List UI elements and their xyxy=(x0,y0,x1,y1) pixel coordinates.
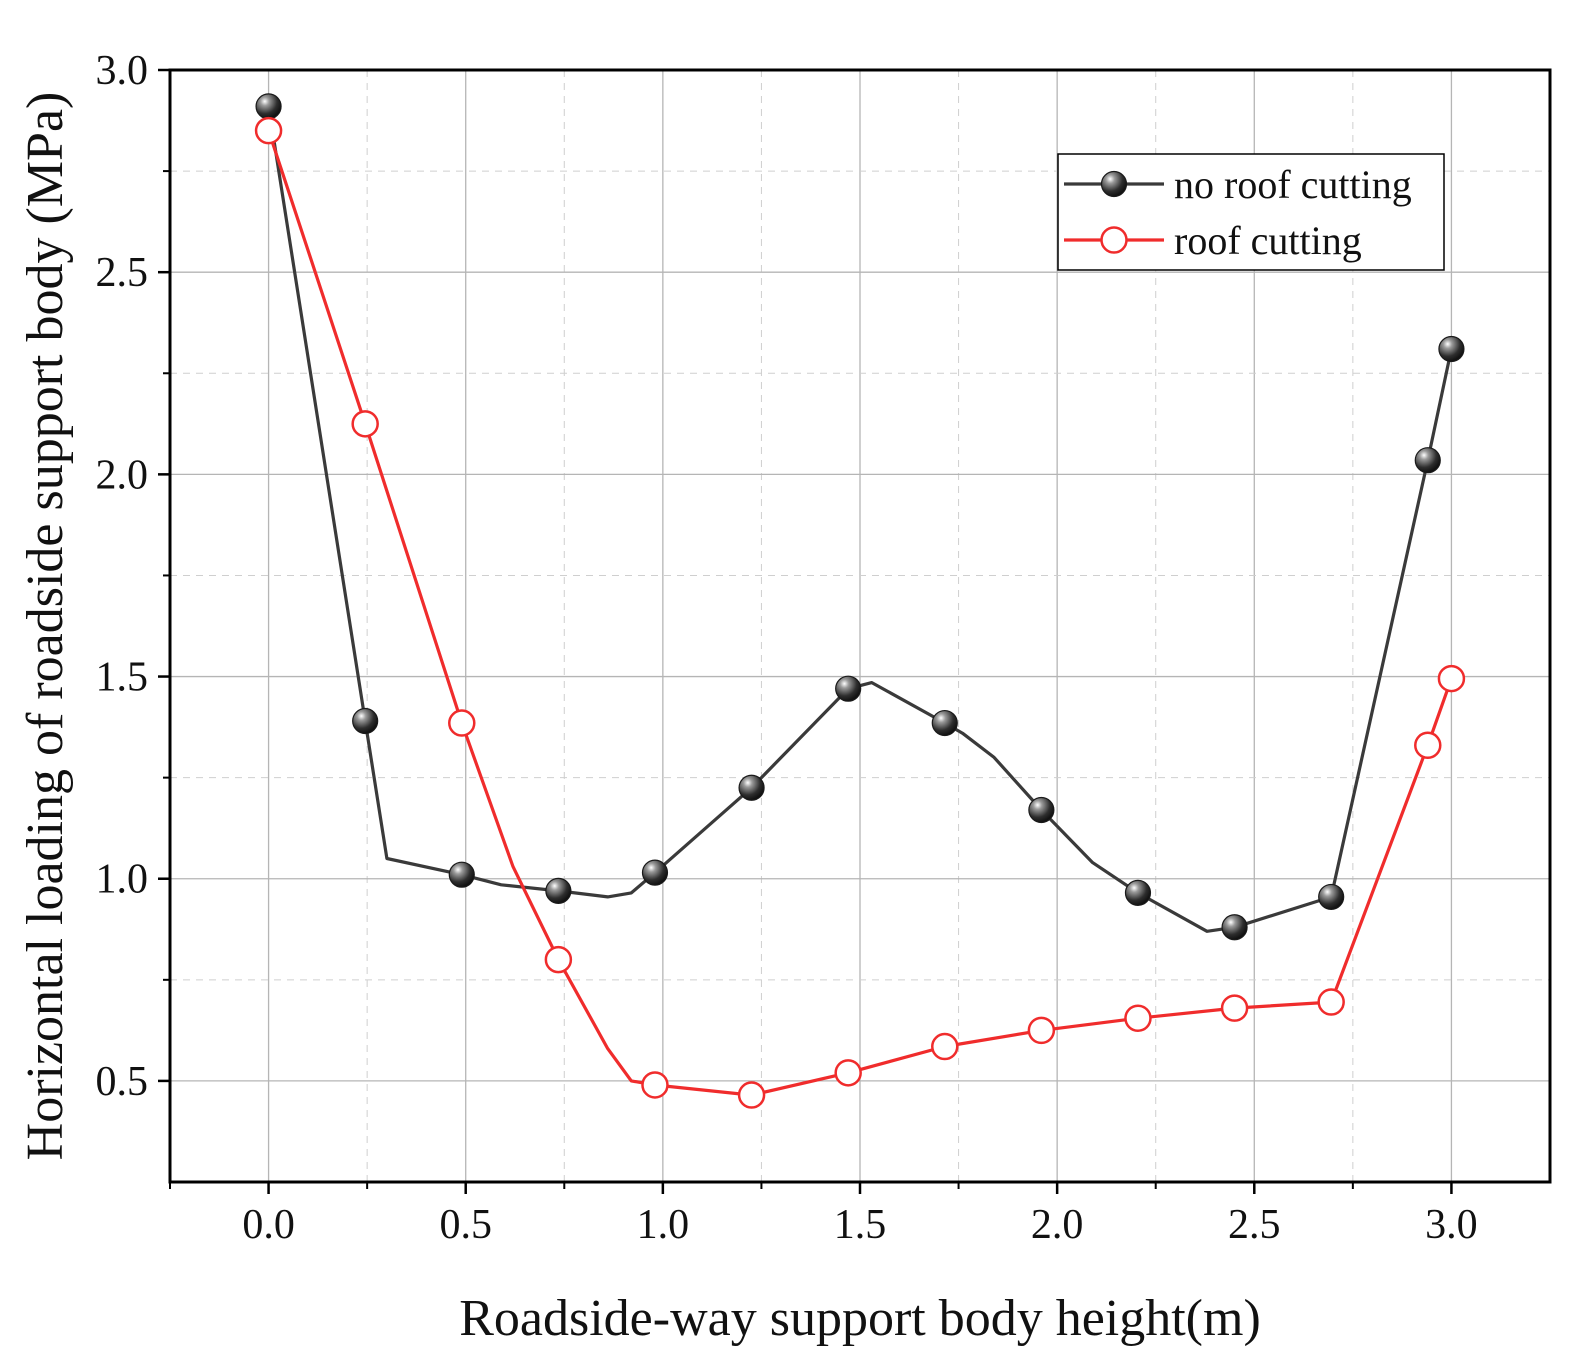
data-point-no-roof-cutting xyxy=(1318,883,1345,911)
data-point-roof-cutting xyxy=(1027,1016,1056,1045)
x-tick-label: 1.0 xyxy=(637,1202,690,1248)
data-point-no-roof-cutting xyxy=(1124,879,1152,906)
data-point-roof-cutting xyxy=(737,1081,766,1109)
legend-label-no-roof-cutting: no roof cutting xyxy=(1174,162,1412,207)
data-point-no-roof-cutting xyxy=(641,859,669,886)
y-tick-label: 1.5 xyxy=(96,655,149,701)
data-point-roof-cutting xyxy=(1437,664,1466,693)
y-axis-title: Horizontal loading of roadside support b… xyxy=(17,92,74,1161)
data-point-roof-cutting xyxy=(351,410,379,438)
data-point-no-roof-cutting xyxy=(1028,796,1055,824)
data-point-roof-cutting xyxy=(448,709,476,737)
data-point-no-roof-cutting xyxy=(931,709,958,737)
grid xyxy=(170,70,1550,1182)
data-point-roof-cutting xyxy=(641,1071,669,1099)
legend: no roof cutting roof cutting xyxy=(1057,153,1445,271)
axes: 0.0 0.5 1.0 1.5 2.0 2.5 3.0 0.5 1.0 1.5 2.0 2.5 3.0 xyxy=(96,48,1478,1248)
legend-marker-no-roof-cutting xyxy=(1100,170,1128,198)
data-point-no-roof-cutting xyxy=(352,707,379,735)
data-point-roof-cutting xyxy=(1414,731,1442,760)
data-point-no-roof-cutting xyxy=(1414,447,1441,474)
x-tick-label: 0.5 xyxy=(439,1202,492,1248)
data-point-no-roof-cutting xyxy=(738,774,765,801)
x-tick-label: 1.5 xyxy=(834,1202,887,1248)
data-point-roof-cutting xyxy=(1124,1004,1152,1032)
data-point-no-roof-cutting xyxy=(835,675,862,702)
data-point-roof-cutting xyxy=(931,1032,959,1061)
data-point-no-roof-cutting xyxy=(545,877,572,904)
data-point-roof-cutting xyxy=(1317,988,1345,1016)
x-tick-label: 0.0 xyxy=(242,1202,295,1248)
x-tick-label: 2.0 xyxy=(1031,1202,1084,1248)
x-tick-label: 2.5 xyxy=(1228,1202,1281,1248)
data-point-roof-cutting xyxy=(834,1059,862,1087)
data-point-roof-cutting xyxy=(1220,994,1249,1022)
data-point-no-roof-cutting xyxy=(1221,914,1248,941)
legend-label-roof-cutting: roof cutting xyxy=(1174,218,1362,263)
data-point-no-roof-cutting xyxy=(448,861,475,888)
x-axis-title: Roadside-way support body height(m) xyxy=(459,1290,1261,1347)
y-tick-label: 3.0 xyxy=(96,48,149,94)
y-tick-label: 1.0 xyxy=(96,857,149,903)
data-point-no-roof-cutting xyxy=(255,93,282,120)
y-tick-label: 2.5 xyxy=(96,250,149,296)
legend-marker-roof-cutting xyxy=(1100,226,1128,254)
data-point-roof-cutting xyxy=(544,945,573,974)
marker-layer xyxy=(254,93,1466,1109)
y-tick-label: 0.5 xyxy=(96,1059,149,1105)
data-point-no-roof-cutting xyxy=(1438,335,1465,363)
series-line-no-roof-cutting xyxy=(267,106,1453,933)
data-point-roof-cutting xyxy=(254,116,283,145)
y-tick-label: 2.0 xyxy=(96,452,149,498)
x-tick-label: 3.0 xyxy=(1425,1202,1478,1248)
